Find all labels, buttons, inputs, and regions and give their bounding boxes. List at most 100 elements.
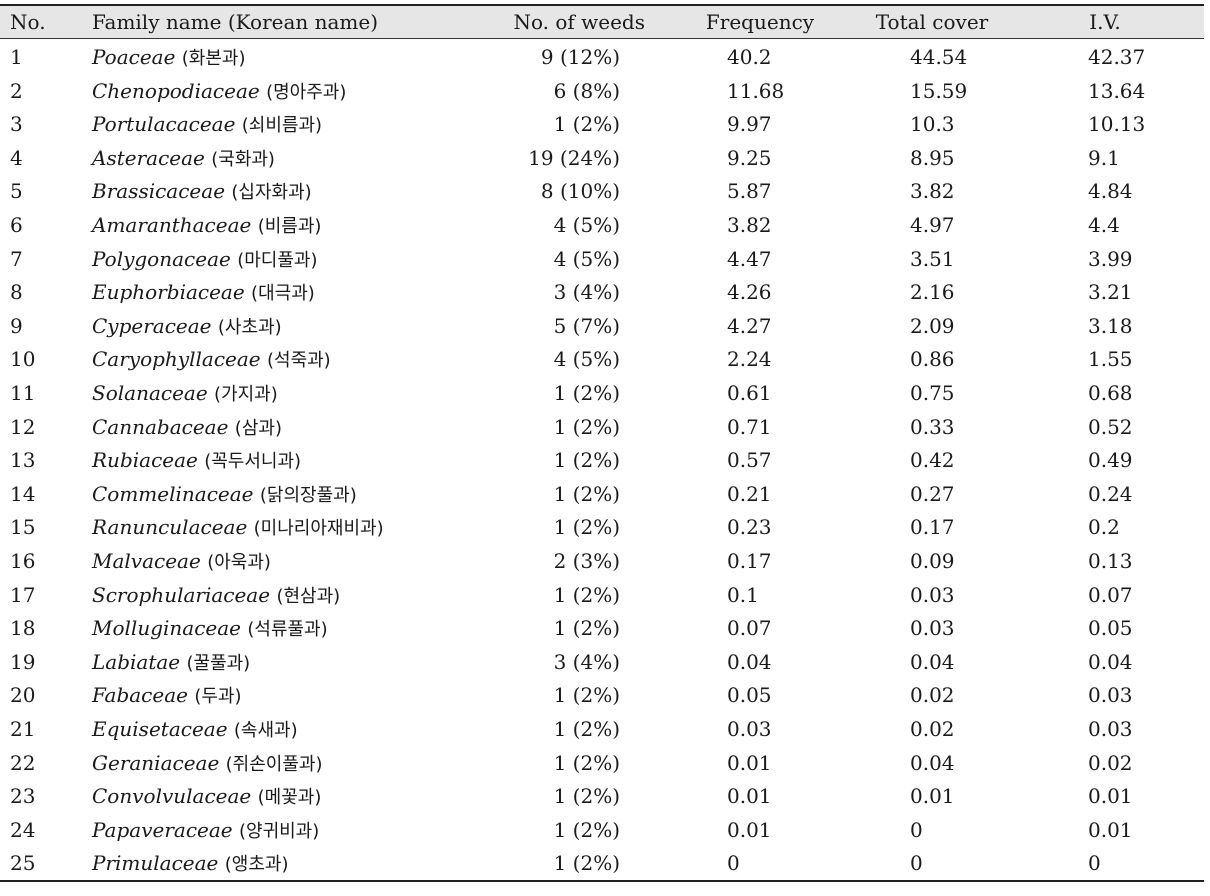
row-family-name: Malvaceae (아욱과): [92, 544, 271, 578]
row-frequency: 0.21: [727, 481, 772, 506]
row-family-name: Rubiaceae (꼭두서니과): [92, 443, 301, 477]
row-family-name: Solanaceae (가지과): [92, 376, 278, 410]
row-frequency: 2.24: [727, 347, 772, 372]
row-no-of-weeds: 6 (8%): [553, 78, 620, 103]
row-iv: 0: [1088, 851, 1101, 876]
row-no-of-weeds: 3 (4%): [553, 649, 620, 674]
row-family-name: Brassicaceae (십자화과): [92, 174, 312, 208]
row-korean-name: (현삼과): [276, 585, 341, 607]
table-row: 22 Geraniaceae (쥐손이풀과) 1 (2%) 0.01 0.04 0.02: [0, 746, 1210, 780]
table-header-row: No. Family name (Korean name) No. of wee…: [0, 5, 1210, 39]
row-iv: 0.03: [1088, 683, 1133, 708]
row-iv: 1.55: [1088, 347, 1133, 372]
row-no: 16: [10, 549, 36, 573]
row-total-cover: 0.17: [910, 515, 955, 540]
row-iv: 4.84: [1088, 179, 1133, 204]
row-korean-name: (십자화과): [231, 182, 312, 204]
row-korean-name: (쥐손이풀과): [225, 753, 323, 775]
row-total-cover: 0.03: [910, 616, 955, 641]
header-no-of-weeds: No. of weeds: [513, 10, 645, 34]
table-row: 7 Polygonaceae (마디풀과) 4 (5%) 4.47 3.51 3.99: [0, 242, 1210, 276]
row-iv: 0.02: [1088, 750, 1133, 775]
row-no: 7: [10, 246, 23, 271]
table-row: 15 Ranunculaceae (미나리아재비과) 1 (2%) 0.23 0.17 0…: [0, 510, 1210, 544]
row-no-of-weeds: 1 (2%): [553, 683, 620, 708]
row-no-of-weeds: 1 (2%): [553, 112, 620, 137]
row-frequency: 40.2: [727, 45, 772, 69]
row-latin-name: Equisetaceae: [92, 717, 228, 741]
row-no: 24: [10, 817, 36, 842]
row-latin-name: Geraniaceae: [92, 750, 220, 775]
row-korean-name: (석죽과): [266, 350, 331, 372]
row-korean-name: (가지과): [214, 384, 278, 405]
row-latin-name: Solanaceae: [92, 381, 208, 405]
row-total-cover: 15.59: [910, 78, 968, 103]
row-total-cover: 0: [910, 851, 923, 876]
table-bottom-rule: [0, 880, 1204, 882]
table-row: 11 Solanaceae (가지과) 1 (2%) 0.61 0.75 0.68: [0, 376, 1210, 410]
row-family-name: Cyperaceae (사초과): [92, 309, 282, 343]
row-korean-name: (비름과): [257, 216, 322, 237]
row-frequency: 0.71: [727, 414, 772, 439]
row-no: 3: [10, 112, 23, 137]
row-korean-name: (아욱과): [207, 552, 271, 573]
table-row: 8 Euphorbiaceae (대극과) 3 (4%) 4.26 2.16 3.21: [0, 275, 1210, 309]
table-row: 13 Rubiaceae (꼭두서니과) 1 (2%) 0.57 0.42 0.49: [0, 443, 1210, 477]
row-frequency: 9.97: [727, 112, 772, 137]
row-latin-name: Malvaceae: [92, 549, 201, 573]
row-frequency: 9.25: [727, 145, 772, 170]
row-family-name: Asteraceae (국화과): [92, 141, 275, 175]
header-frequency: Frequency: [705, 10, 815, 34]
row-frequency: 0.1: [727, 582, 759, 607]
row-korean-name: (속새과): [233, 720, 298, 741]
row-total-cover: 0.86: [910, 347, 955, 372]
row-no: 2: [10, 78, 23, 103]
row-total-cover: 0.02: [910, 717, 955, 741]
row-family-name: Papaveraceae (양귀비과): [92, 813, 319, 847]
row-no-of-weeds: 4 (5%): [553, 347, 620, 372]
row-latin-name: Papaveraceae: [92, 817, 233, 842]
row-frequency: 4.26: [727, 280, 772, 305]
table-row: 23 Convolvulaceae (메꽃과) 1 (2%) 0.01 0.01 0.01: [0, 779, 1210, 813]
row-no: 11: [10, 381, 36, 405]
table-header-band: [0, 6, 1204, 38]
row-iv: 0.49: [1088, 448, 1133, 473]
header-iv: I.V.: [1089, 10, 1121, 34]
row-no: 14: [10, 481, 36, 506]
row-no-of-weeds: 1 (2%): [553, 414, 620, 439]
row-korean-name: (석류풀과): [247, 619, 328, 641]
row-no-of-weeds: 1 (2%): [553, 851, 620, 876]
row-latin-name: Chenopodiaceae: [92, 78, 260, 103]
table-header-rule: [0, 38, 1204, 39]
row-total-cover: 0.09: [910, 549, 955, 573]
row-korean-name: (미나리아재비과): [253, 518, 384, 540]
row-korean-name: (마디풀과): [237, 249, 318, 271]
row-latin-name: Cannabaceae: [92, 414, 229, 439]
row-iv: 0.01: [1088, 784, 1133, 809]
row-korean-name: (쇠비름과): [241, 115, 323, 137]
row-no: 18: [10, 616, 36, 641]
row-no: 5: [10, 179, 23, 204]
row-total-cover: 8.95: [910, 145, 955, 170]
table-row: 14 Commelinaceae (닭의장풀과) 1 (2%) 0.21 0.27 0.2…: [0, 477, 1210, 511]
row-frequency: 11.68: [727, 78, 785, 103]
row-iv: 0.04: [1088, 649, 1133, 674]
row-iv: 0.13: [1088, 549, 1133, 573]
row-total-cover: 0: [910, 817, 923, 842]
row-family-name: Scrophulariaceae (현삼과): [92, 578, 340, 612]
table-row: 24 Papaveraceae (양귀비과) 1 (2%) 0.01 0 0.01: [0, 813, 1210, 847]
row-no: 8: [10, 280, 23, 305]
header-no: No.: [10, 10, 46, 34]
table-top-rule: [0, 4, 1204, 6]
row-total-cover: 4.97: [910, 213, 955, 237]
table-row: 20 Fabaceae (두과) 1 (2%) 0.05 0.02 0.03: [0, 678, 1210, 712]
row-family-name: Ranunculaceae (미나리아재비과): [92, 510, 384, 544]
row-no: 10: [10, 347, 36, 372]
table-row: 16 Malvaceae (아욱과) 2 (3%) 0.17 0.09 0.13: [0, 544, 1210, 578]
row-korean-name: (메꽃과): [257, 787, 322, 809]
row-iv: 13.64: [1088, 78, 1146, 103]
row-frequency: 0.01: [727, 784, 772, 809]
row-no: 19: [10, 649, 36, 674]
row-korean-name: (사초과): [217, 316, 282, 338]
